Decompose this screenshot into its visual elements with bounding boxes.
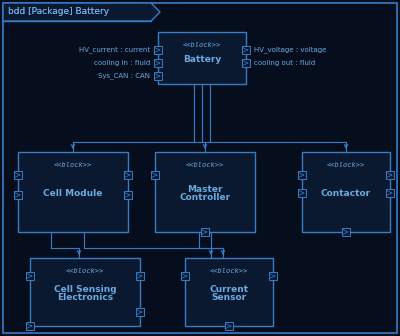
Bar: [201, 228, 209, 236]
Text: HV_current : current: HV_current : current: [79, 47, 150, 53]
Text: cooling in : fluid: cooling in : fluid: [94, 60, 150, 66]
Bar: [136, 272, 144, 280]
Bar: [242, 46, 250, 54]
Bar: [26, 272, 34, 280]
Bar: [3, 3, 151, 21]
Text: Master: Master: [187, 185, 223, 195]
Bar: [30, 258, 140, 326]
Bar: [18, 152, 128, 232]
Bar: [298, 171, 306, 179]
Text: <<block>>: <<block>>: [66, 268, 104, 274]
Bar: [225, 322, 233, 330]
Text: Electronics: Electronics: [57, 294, 113, 302]
Text: Controller: Controller: [180, 194, 230, 203]
Bar: [124, 171, 132, 179]
Bar: [242, 59, 250, 67]
Text: <<block>>: <<block>>: [54, 162, 92, 168]
Text: <<block>>: <<block>>: [327, 162, 365, 168]
Bar: [185, 258, 273, 326]
Text: Cell Sensing: Cell Sensing: [54, 286, 116, 294]
Bar: [181, 272, 189, 280]
Bar: [302, 152, 390, 232]
Text: Sys_CAN : CAN: Sys_CAN : CAN: [98, 73, 150, 79]
Bar: [14, 171, 22, 179]
Bar: [155, 152, 255, 232]
Bar: [26, 322, 34, 330]
Bar: [154, 72, 162, 80]
Text: bdd [Package] Battery: bdd [Package] Battery: [8, 7, 109, 16]
Text: <<block>>: <<block>>: [210, 268, 248, 274]
Text: Contactor: Contactor: [321, 190, 371, 199]
Text: Battery: Battery: [183, 55, 221, 65]
Text: Current: Current: [210, 286, 248, 294]
Bar: [136, 308, 144, 316]
Bar: [154, 46, 162, 54]
Text: Cell Module: Cell Module: [43, 190, 103, 199]
Polygon shape: [3, 3, 160, 21]
Text: cooling out : fluid: cooling out : fluid: [254, 60, 315, 66]
Bar: [14, 191, 22, 199]
Text: <<block>>: <<block>>: [186, 162, 224, 168]
Bar: [386, 189, 394, 197]
Text: <<block>>: <<block>>: [183, 42, 221, 48]
Bar: [342, 228, 350, 236]
Text: bdd [Package] Battery: bdd [Package] Battery: [8, 7, 109, 16]
Bar: [158, 32, 246, 84]
Bar: [124, 191, 132, 199]
Bar: [151, 171, 159, 179]
Bar: [298, 189, 306, 197]
Bar: [386, 171, 394, 179]
Bar: [269, 272, 277, 280]
Text: HV_voltage : voltage: HV_voltage : voltage: [254, 47, 326, 53]
Bar: [154, 59, 162, 67]
Text: Sensor: Sensor: [212, 294, 246, 302]
